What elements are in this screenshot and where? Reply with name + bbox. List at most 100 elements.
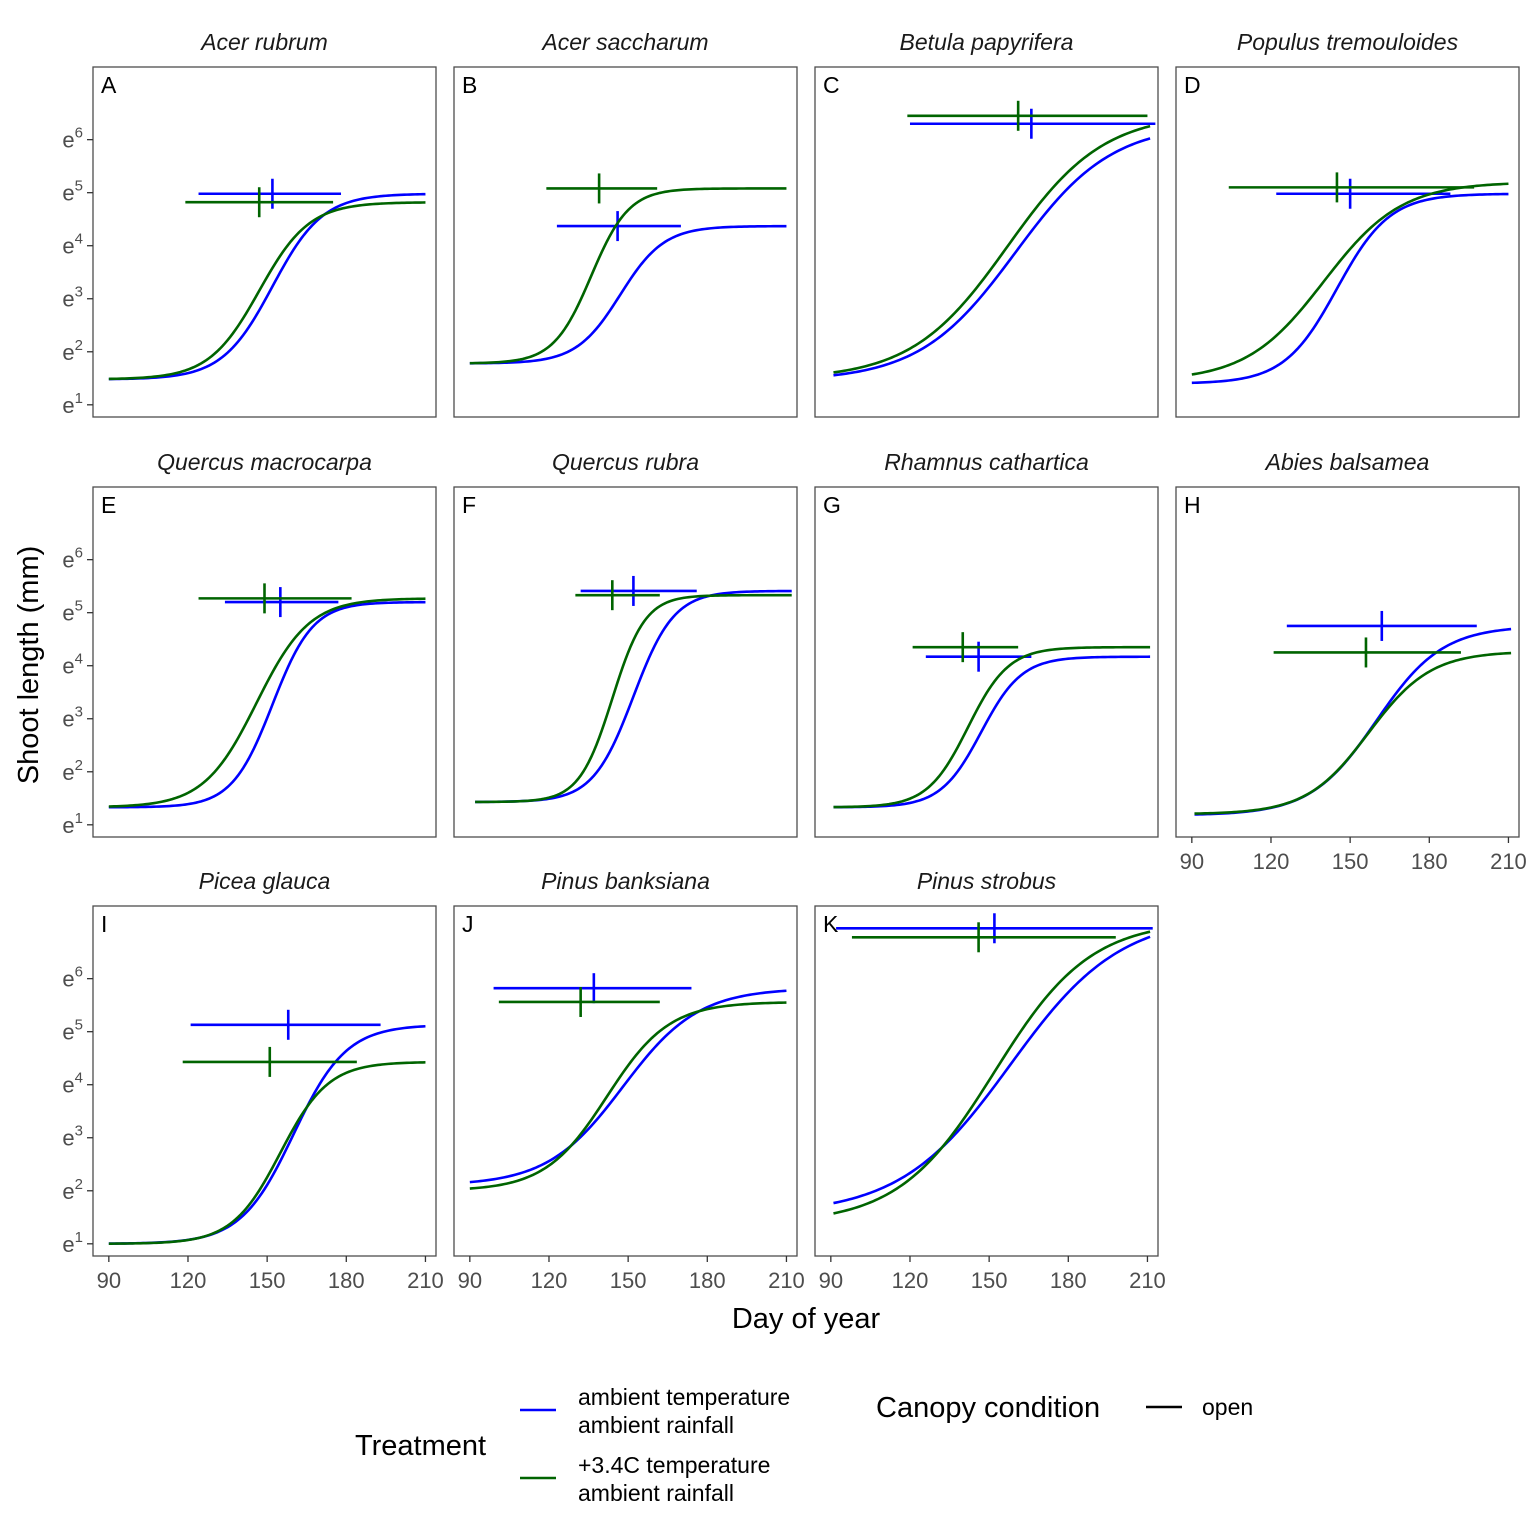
facet-title-h: Abies balsamea [1264,449,1430,475]
y-tick-base: e [62,654,74,679]
y-tick-base: e [62,967,74,992]
facet-title-b: Acer saccharum [540,29,708,55]
plot-area [469,173,787,365]
y-tick-exponent: 2 [75,337,83,354]
panel-letter-a: A [101,72,117,98]
y-tick-base: e [62,287,74,312]
y-tick-label: e3 [62,1123,83,1151]
facet-title-j: Pinus banksiana [541,868,710,894]
y-tick-exponent: 3 [75,1123,83,1140]
y-tick-label: e4 [62,231,83,259]
y-tick-base: e [62,1020,74,1045]
growth-curve-warm [469,187,787,365]
panel-border [92,486,437,838]
plot-area [469,973,787,1190]
growth-curve-ambient [108,600,426,809]
y-tick-exponent: 6 [75,545,83,562]
growth-curve-warm [108,201,426,381]
x-tick-label: 90 [1180,849,1204,874]
facet-title-g: Rhamnus cathartica [884,449,1089,475]
y-tick-base: e [62,813,74,838]
facet-title-e: Quercus macrocarpa [157,449,372,475]
panel-letter-d: D [1184,72,1201,98]
plot-area [108,178,426,381]
growth-curve-ambient [833,655,1151,809]
panel-d: Populus tremouloides D [1175,29,1520,418]
facet-title-d: Populus tremouloides [1237,29,1459,55]
y-tick-exponent: 2 [75,1176,83,1193]
plot-background [454,906,797,1256]
facet-title-f: Quercus rubra [552,449,699,475]
x-tick-label: 90 [819,1268,843,1293]
panel-g: Rhamnus cathartica G [814,449,1159,838]
facet-title-i: Picea glauca [199,868,331,894]
plot-area [833,913,1153,1215]
legend: Treatment ambient temperature ambient ra… [355,1384,1253,1506]
panel-border [92,905,437,1257]
panel-border [1175,486,1520,838]
legend-label-ambient-line2: ambient rainfall [578,1412,734,1438]
plot-background [815,487,1158,837]
legend-label-warm-line2: ambient rainfall [578,1480,734,1506]
panel-h: Abies balsamea H 90 120 150 180 210 [1175,449,1527,874]
x-tick-label: 150 [249,1268,286,1293]
y-tick-exponent: 5 [75,1017,83,1034]
y-tick-label: e6 [62,125,83,153]
y-tick-exponent: 6 [75,125,83,142]
y-tick-label: e5 [62,1017,83,1045]
y-tick-exponent: 3 [75,284,83,301]
y-axis-title: Shoot length (mm) [13,546,45,785]
growth-curve-ambient [469,989,787,1184]
y-tick-base: e [62,1126,74,1151]
growth-curve-ambient [833,137,1151,377]
x-tick-label: 210 [1129,1268,1166,1293]
legend-label-open: open [1202,1394,1253,1420]
growth-curve-warm [833,645,1151,809]
y-tick-base: e [62,1179,74,1204]
growth-curve-ambient [833,935,1151,1205]
panel-letter-b: B [462,72,477,98]
y-tick-label: e6 [62,545,83,573]
growth-curve-warm [833,930,1151,1215]
y-tick-exponent: 5 [75,598,83,615]
legend-label-ambient-line1: ambient temperature [578,1384,790,1410]
x-tick-label: 90 [458,1268,482,1293]
panel-letter-c: C [823,72,840,98]
growth-curve-warm [108,597,426,808]
y-tick-base: e [62,1073,74,1098]
panel-letter-e: E [101,492,116,518]
y-tick-exponent: 4 [75,231,83,248]
legend-treatment-title: Treatment [355,1430,486,1462]
plot-background [454,67,797,417]
x-tick-label: 180 [328,1268,365,1293]
y-tick-exponent: 4 [75,1070,83,1087]
y-tick-exponent: 1 [75,1229,83,1246]
panel-letter-i: I [101,911,107,937]
y-tick-base: e [62,181,74,206]
growth-curve-warm [108,1061,426,1245]
y-tick-label: e3 [62,284,83,312]
y-tick-label: e1 [62,810,83,838]
y-tick-base: e [62,128,74,153]
plot-background [1176,67,1519,417]
x-tick-label: 210 [1490,849,1527,874]
y-tick-label: e3 [62,704,83,732]
y-tick-label: e2 [62,757,83,785]
panel-letter-g: G [823,492,841,518]
y-tick-label: e5 [62,178,83,206]
growth-curve-warm [1194,651,1512,815]
plot-background [1176,487,1519,837]
x-tick-label: 120 [1253,849,1290,874]
panel-border [814,66,1159,418]
growth-curve-ambient [469,224,787,365]
y-tick-label: e1 [62,1229,83,1257]
x-tick-label: 120 [892,1268,929,1293]
y-tick-base: e [62,1232,74,1257]
plot-area [833,632,1151,809]
facet-title-k: Pinus strobus [917,868,1057,894]
x-tick-label: 210 [768,1268,805,1293]
panel-border [453,486,798,838]
plot-background [93,67,436,417]
